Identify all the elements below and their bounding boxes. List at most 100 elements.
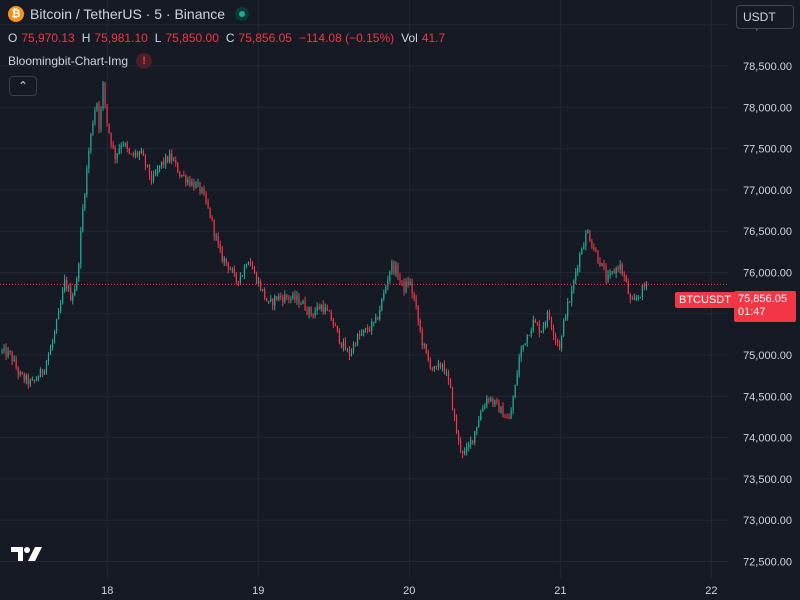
candle-body [304,300,306,311]
candle-body [421,330,423,345]
price-tick-label: 77,500.00 [743,144,792,156]
candle-body [142,150,145,157]
candle-body [451,387,454,410]
candle-body [177,162,179,173]
candle-body [391,261,393,272]
candle-body [506,417,508,419]
bitcoin-icon: ₿ [8,6,24,22]
candle-body [522,344,524,350]
price-tick-label: 78,000.00 [743,102,792,114]
candle-body [526,335,528,344]
indicator-name[interactable]: Bloomingbit-Chart-Img [8,54,129,68]
candle-body [308,307,310,314]
candle-body [468,444,470,447]
candle-body [209,207,211,218]
candle-body [161,161,163,166]
candle-body [205,193,207,203]
candle-body [49,347,52,355]
candle-body [401,280,403,282]
candle-body [300,303,302,305]
candle-body [567,301,569,317]
candle-body [124,143,126,145]
candle-body [528,335,530,337]
candle-body [270,299,272,302]
candle-body [158,165,161,168]
candle-body [324,307,326,313]
candle-body [332,320,334,326]
currency-label: USDT [743,10,776,24]
candle-body [494,400,496,405]
candle-body [148,164,151,176]
candle-body [346,349,349,351]
candle-body [68,287,70,289]
candle-body [118,148,120,154]
candle-body [455,417,458,433]
candle-body [126,143,128,149]
candle-body [43,370,46,374]
candle-body [53,331,56,342]
candle-body [623,274,625,277]
currency-selector[interactable]: USDT [736,5,794,29]
candle-body [82,208,84,232]
candle-body [462,450,464,454]
price-tick-label: 76,500.00 [743,226,792,238]
candle-body [611,271,613,273]
candle-body [429,359,431,368]
candle-body [641,285,643,298]
candle-body [27,375,29,385]
candle-body [310,307,312,315]
candle-body [411,281,413,294]
candle-body [187,179,189,183]
alert-icon[interactable]: ! [136,53,153,69]
candle-body [219,243,221,250]
candle-body [395,265,397,273]
candle-body [213,219,215,236]
time-axis[interactable]: 18 19 20 21 22 [101,585,717,597]
candle-body [459,440,462,451]
candle-body [57,311,60,320]
symbol-header[interactable]: ₿ Bitcoin / TetherUS · 5 · Binance [8,6,250,22]
candle-body [64,279,66,291]
candle-body [407,281,409,285]
candle-body [403,281,405,292]
candle-body [259,281,262,291]
candle-body [437,363,439,367]
candle-body [31,379,33,381]
tradingview-logo-icon[interactable] [11,545,43,563]
candle-body [617,267,619,270]
candle-body [41,369,44,374]
candle-body [399,277,401,281]
candle-body [251,265,254,270]
symbol-title[interactable]: Bitcoin / TetherUS · 5 · Binance [30,6,226,22]
candle-body [480,411,482,421]
candle-body [633,298,635,300]
candle-body [76,278,78,289]
candle-body [639,297,641,299]
candle-body [35,379,37,381]
candle-body [466,446,468,452]
candle-body [243,266,246,276]
candle-body [342,341,345,348]
collapse-legend-button[interactable]: ⌃ [9,76,37,96]
candle-body [274,296,276,306]
candle-body [144,156,147,166]
candle-body [373,321,375,323]
candle-body [181,175,183,177]
candle-body [247,262,250,265]
price-tick-label: 73,500.00 [743,474,792,486]
candle-body [330,311,332,321]
candle-body [445,372,448,374]
candle-body [548,312,551,319]
candle-body [502,406,504,418]
candle-body [80,231,82,265]
candle-body [195,183,197,189]
candle-body [167,156,169,163]
market-open-dot-icon[interactable] [235,7,250,21]
candle-body [9,350,11,352]
candle-body [587,230,589,234]
candle-body [482,408,484,412]
candle-body [389,271,391,281]
indicator-legend[interactable]: Bloomingbit-Chart-Img ! [8,53,153,69]
date-tick-label: 20 [403,585,415,597]
